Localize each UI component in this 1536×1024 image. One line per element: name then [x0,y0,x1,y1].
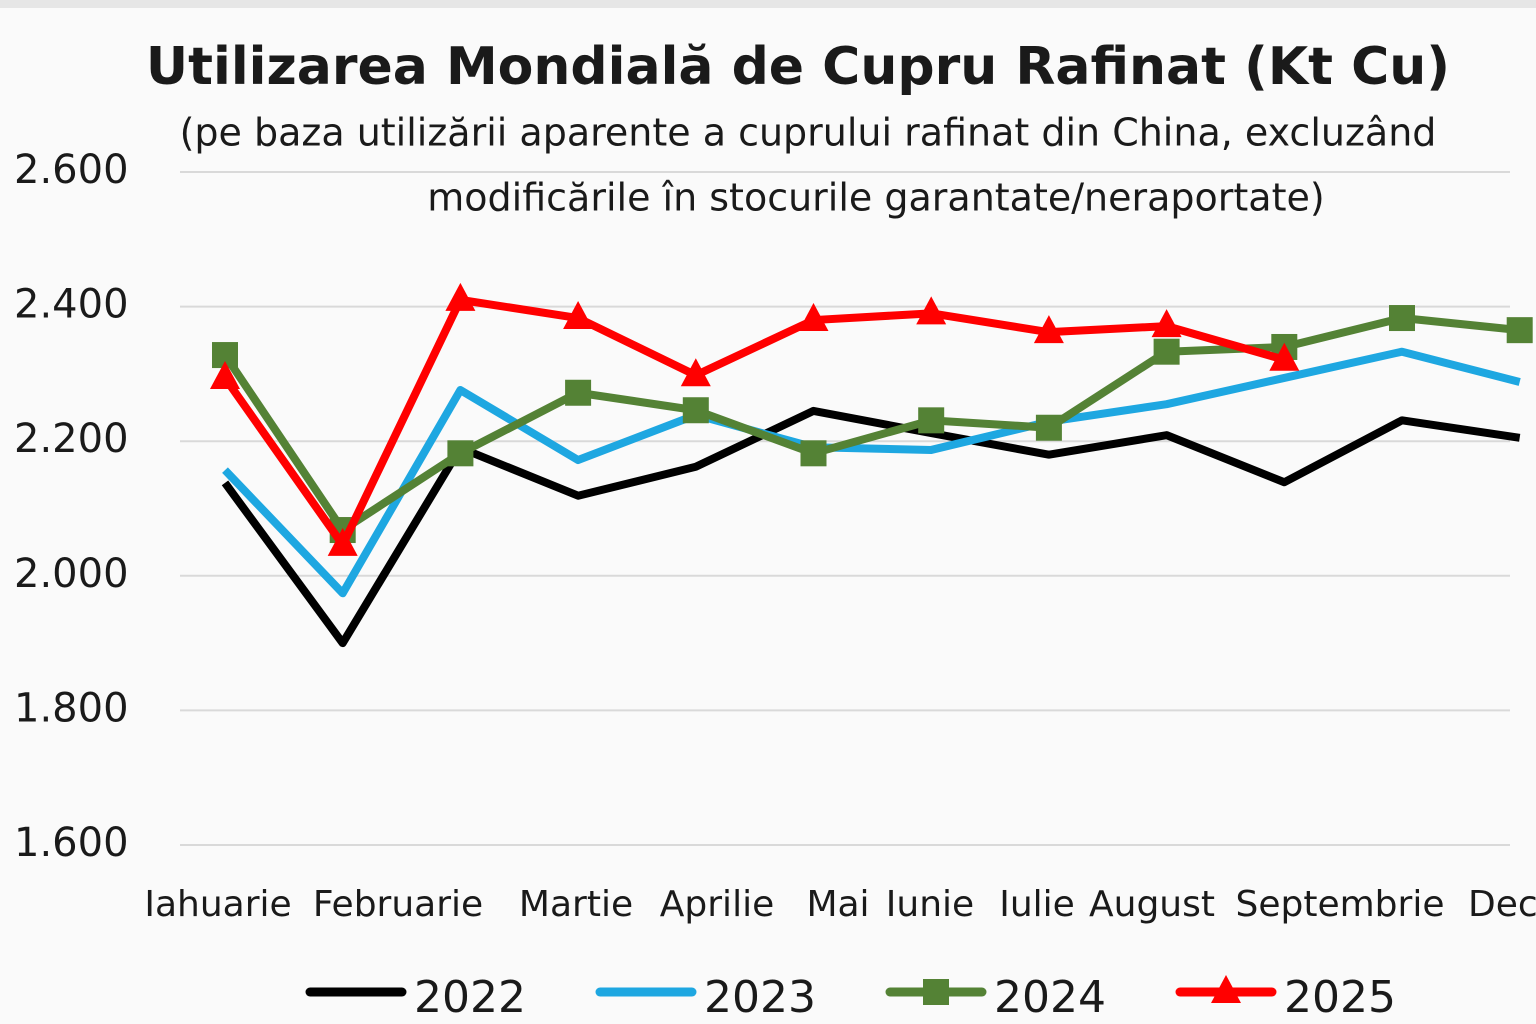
y-tick-label: 2.600 [14,147,129,193]
series-line [221,314,1521,535]
marker [1033,315,1064,344]
marker [798,303,829,332]
marker [682,397,709,424]
x-tick-label: Iunie [886,884,974,925]
x-tick-label: August [1089,884,1215,925]
plot [210,282,1533,648]
marker [1389,305,1415,332]
x-tick-label: Aprilie [660,884,774,925]
y-tick-label: 1.600 [14,820,129,866]
marker [210,360,240,389]
marker [327,527,358,556]
marker [447,440,474,467]
y-tick-label: 2.400 [14,282,129,328]
marker [680,358,711,387]
y-tick-label: 2.000 [14,551,129,597]
chart-title: Utilizarea Mondială de Cupru Rafinat (Kt… [146,37,1450,97]
marker [1269,342,1300,371]
x-tick-label: Iulie [999,884,1075,925]
chart-subtitle: modificările în stocurile garantate/nera… [427,176,1324,220]
legend-label: 2024 [994,972,1106,1023]
legend-label: 2023 [704,972,816,1023]
series-line [221,406,1521,648]
marker [800,440,827,467]
x-tick-label: Mai [806,884,869,925]
marker [1153,338,1180,365]
marker [1506,317,1533,344]
x-tick-label: Septembrie [1236,884,1445,925]
grid [180,171,1510,846]
legend-label: 2025 [1284,972,1396,1023]
x-tick-label: Martie [519,884,633,925]
marker [445,282,476,311]
marker [563,301,594,330]
y-tick-label: 2.200 [14,416,129,462]
marker [923,979,949,1005]
y-tick-label: 1.800 [14,685,129,731]
legend: 2022 2023 2024 2025 [305,972,1396,1023]
x-tick-label: Iahuarie [144,884,291,925]
x-tick-label: Dec [1468,884,1536,925]
top-strip [0,0,1536,8]
x-tick-label: Februarie [313,884,483,925]
marker [918,407,945,434]
series-line [222,347,1521,598]
marker [1035,414,1062,441]
marker [565,379,592,406]
legend-label: 2022 [414,972,526,1023]
chart-subtitle: (pe baza utilizării aparente a cuprului … [180,111,1437,155]
marker [1151,309,1182,338]
series-line [221,295,1286,549]
marker [916,296,947,325]
marker [1211,975,1241,1003]
